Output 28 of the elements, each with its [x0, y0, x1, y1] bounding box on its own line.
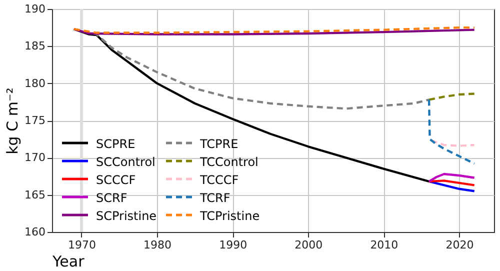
y-tick-label: 180 [24, 76, 46, 90]
y-tick-label: 175 [24, 114, 46, 127]
legend-label: TCPristine [199, 209, 260, 223]
legend-label: TCRF [199, 191, 230, 205]
y-tick-label: 170 [24, 151, 46, 164]
legend-label: TCControl [199, 155, 258, 169]
y-axis-title: kg C m⁻² [4, 88, 22, 154]
legend-label: TCPRE [199, 137, 238, 151]
y-tick-label: 185 [24, 40, 46, 53]
line-series [428, 98, 476, 165]
x-tick-label: 2000 [294, 238, 323, 252]
x-tick-label: 1980 [144, 238, 172, 252]
legend-label: TCCCF [199, 173, 239, 187]
x-axis-title: Year [52, 252, 86, 270]
legend-label: SCPristine [96, 209, 157, 223]
legend-label: SCPRE [96, 137, 136, 151]
y-tick-label: 160 [24, 226, 46, 238]
x-tick-label: 1970 [68, 238, 96, 252]
legend-label: SCControl [96, 155, 156, 169]
x-tick-label: 1990 [219, 238, 248, 252]
legend-label: SCCCF [96, 173, 136, 187]
legend-label: SCRF [96, 191, 128, 205]
x-tick-label: 2010 [370, 238, 398, 252]
y-tick-label: 190 [24, 2, 46, 16]
line-series [428, 172, 476, 183]
x-tick-label: 2020 [446, 238, 474, 252]
y-tick-label: 165 [24, 188, 46, 202]
line-series [428, 180, 476, 192]
